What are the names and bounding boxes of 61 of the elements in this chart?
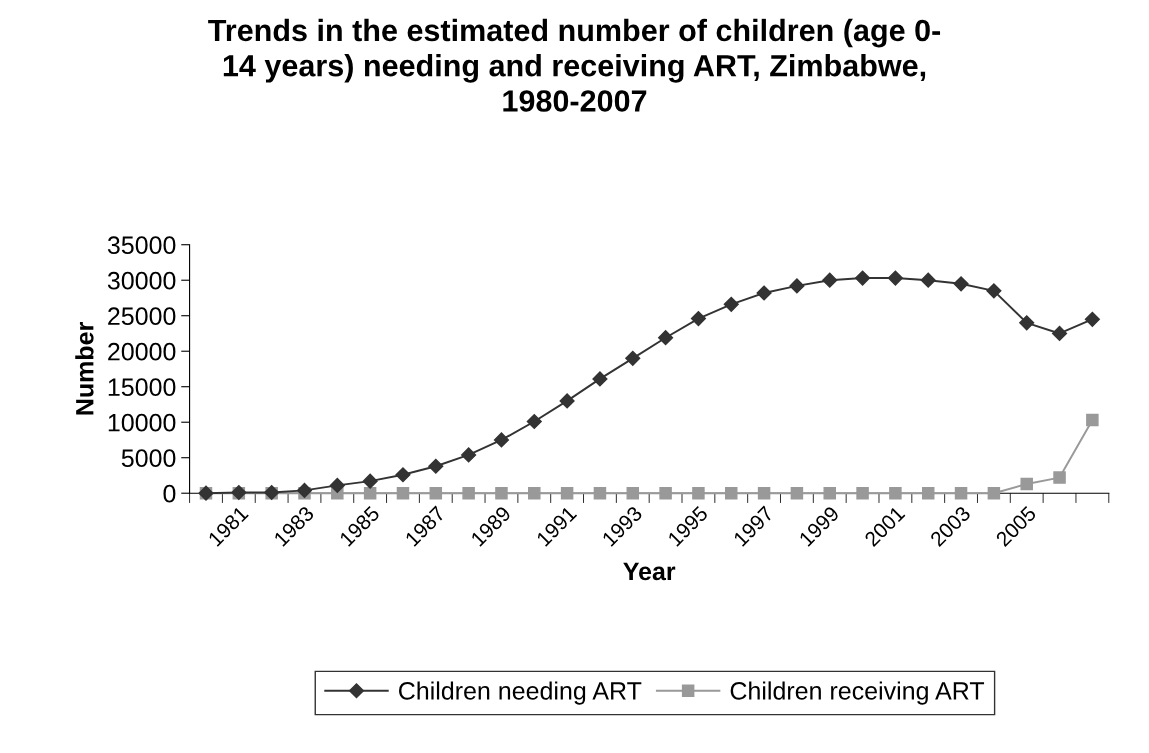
point <box>823 486 836 500</box>
point <box>495 486 508 500</box>
point <box>757 486 771 500</box>
point <box>428 458 444 474</box>
point <box>1086 413 1099 427</box>
point <box>593 486 607 500</box>
point <box>461 447 477 463</box>
point <box>528 486 541 500</box>
point <box>987 486 1001 500</box>
point <box>723 296 739 312</box>
y-axis-title: Number <box>75 322 94 415</box>
point <box>921 486 935 500</box>
y-tick-label: 35000 <box>107 236 176 255</box>
point <box>329 477 345 493</box>
point <box>363 486 377 500</box>
y-tick-label: 5000 <box>121 449 176 468</box>
point <box>1084 311 1100 327</box>
point <box>756 285 772 301</box>
y-tick-label: 10000 <box>108 413 176 432</box>
x-axis-title: Year <box>623 562 676 581</box>
point <box>790 486 804 500</box>
y-tick-label: 30000 <box>107 271 176 290</box>
point <box>396 486 410 500</box>
point <box>560 486 574 500</box>
point <box>526 413 542 430</box>
point <box>889 486 902 500</box>
point <box>625 350 641 366</box>
point <box>659 486 672 500</box>
y-tick-label: 25000 <box>108 307 176 326</box>
point <box>725 486 738 500</box>
point <box>953 276 969 292</box>
point <box>493 432 510 448</box>
point <box>1053 471 1066 484</box>
point <box>887 270 903 286</box>
y-tick-label: 20000 <box>108 342 176 361</box>
point <box>690 310 706 327</box>
point <box>362 473 378 489</box>
point <box>626 486 640 500</box>
point <box>855 270 871 286</box>
y-tick-label: 15000 <box>108 378 176 397</box>
point <box>462 486 475 500</box>
point <box>592 371 608 387</box>
point <box>692 486 705 500</box>
point <box>986 283 1002 299</box>
point <box>856 486 869 500</box>
point <box>559 393 575 409</box>
point <box>920 272 936 288</box>
point <box>658 330 674 346</box>
point <box>789 278 805 294</box>
point <box>429 486 443 500</box>
legend-label: Children receiving ART <box>730 681 985 705</box>
legend-label: Children needing ART <box>399 681 642 705</box>
point <box>296 482 313 498</box>
point <box>1051 325 1068 342</box>
point <box>1019 315 1035 331</box>
point <box>822 272 838 288</box>
y-tick-label: 0 <box>163 484 176 503</box>
point <box>954 486 968 500</box>
chart-title: Trends in the estimated number of children (age 0- 14 years) needing and receiving ART, Zimbabwe, 1980-2007 <box>208 18 941 112</box>
point <box>395 467 411 483</box>
point <box>1020 477 1033 491</box>
